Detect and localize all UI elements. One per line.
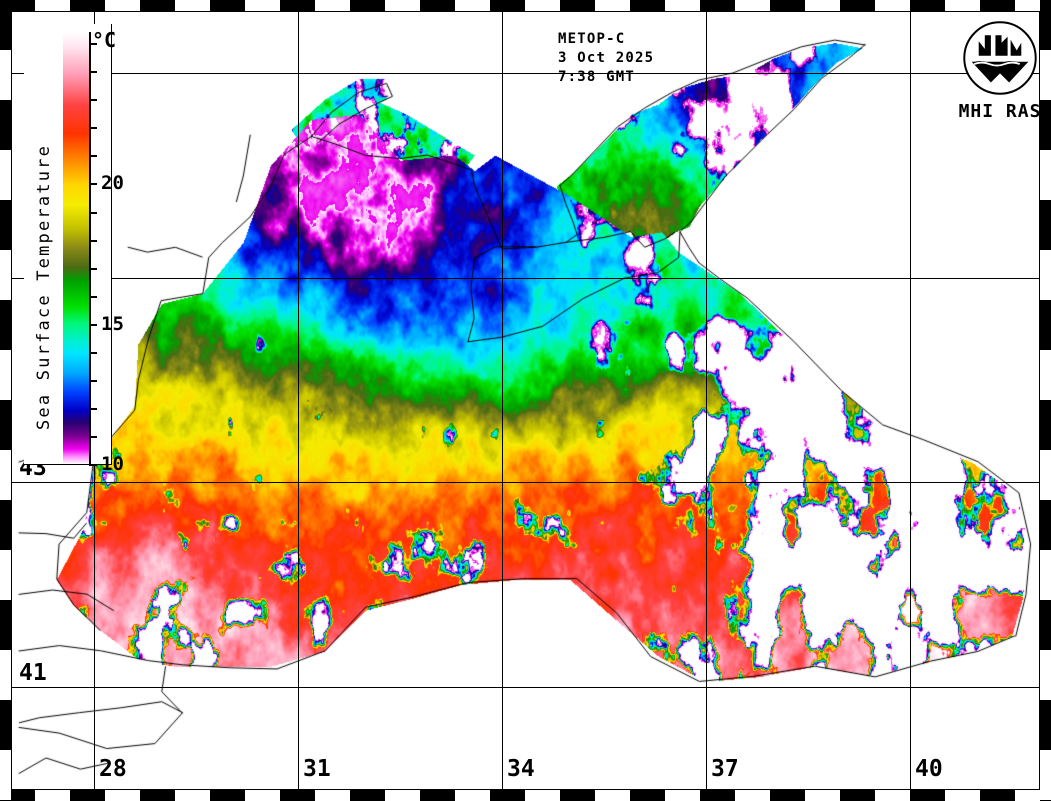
colorbar-tick-23 [89, 99, 97, 101]
colorbar-tick-11 [89, 436, 97, 438]
logo-caption: MHI RAS [958, 101, 1039, 122]
satellite-name: METOP-C [558, 31, 626, 47]
lon-tick-label-40: 40 [915, 756, 943, 782]
institute-logo: MHI RAS [950, 20, 1039, 122]
lon-tick-label-28: 28 [99, 756, 127, 782]
colorbar-tick-12 [89, 408, 97, 410]
colorbar-title: Sea Surface Temperature [34, 143, 54, 430]
colorbar-tick-25 [89, 43, 97, 45]
map-border-top [0, 0, 1051, 11]
gridline-lon-40 [910, 12, 911, 789]
map-plot-area: 28 31 34 37 40 43 41 Sea Surface Temperature … [12, 12, 1039, 789]
acquisition-info: METOP-C 3 Oct 2025 7:38 GMT [558, 30, 654, 87]
lat-tick-label-41: 41 [19, 660, 47, 686]
colorbar-tick-14 [89, 352, 97, 354]
map-border-right [1040, 0, 1051, 801]
gridline-lat-47 [12, 73, 1039, 74]
map-border-left [0, 0, 11, 801]
gridline-lat-41 [12, 687, 1039, 688]
gridline-lat-45 [12, 278, 1039, 279]
lon-tick-label-31: 31 [303, 756, 331, 782]
gridline-lon-31 [298, 12, 299, 789]
colorbar-tick-19 [89, 212, 97, 214]
gridline-lat-43 [12, 482, 1039, 483]
colorbar-tick-22 [89, 127, 97, 129]
map-border-bottom [0, 790, 1051, 801]
lon-tick-label-37: 37 [711, 756, 739, 782]
colorbar-panel: Sea Surface Temperature °C 20 15 10 [24, 24, 124, 475]
colorbar-tick-24 [89, 71, 97, 73]
colorbar-unit-label: °C [92, 28, 117, 52]
colorbar-tick-13 [89, 380, 97, 382]
colorbar-axis-line [89, 32, 91, 464]
colorbar-tick-21 [89, 155, 97, 157]
acquisition-time: 7:38 GMT [558, 69, 636, 85]
mhi-ras-emblem-icon [963, 21, 1037, 95]
gridline-lon-37 [706, 12, 707, 789]
coastline-layer [12, 12, 1039, 789]
colorbar-tick-17 [89, 268, 97, 270]
gridline-lon-34 [502, 12, 503, 789]
colorbar-tick-label-10: 10 [101, 453, 124, 475]
colorbar-tick-16 [89, 296, 97, 298]
colorbar-tick-15 [89, 324, 97, 326]
colorbar-tick-10 [89, 464, 97, 466]
colorbar-tick-20 [89, 183, 97, 185]
colorbar-tick-18 [89, 240, 97, 242]
colorbar-tick-label-15: 15 [101, 313, 124, 335]
lon-tick-label-34: 34 [507, 756, 535, 782]
colorbar-gradient [63, 32, 89, 464]
colorbar-tick-label-20: 20 [101, 172, 124, 194]
acquisition-date: 3 Oct 2025 [558, 50, 655, 66]
